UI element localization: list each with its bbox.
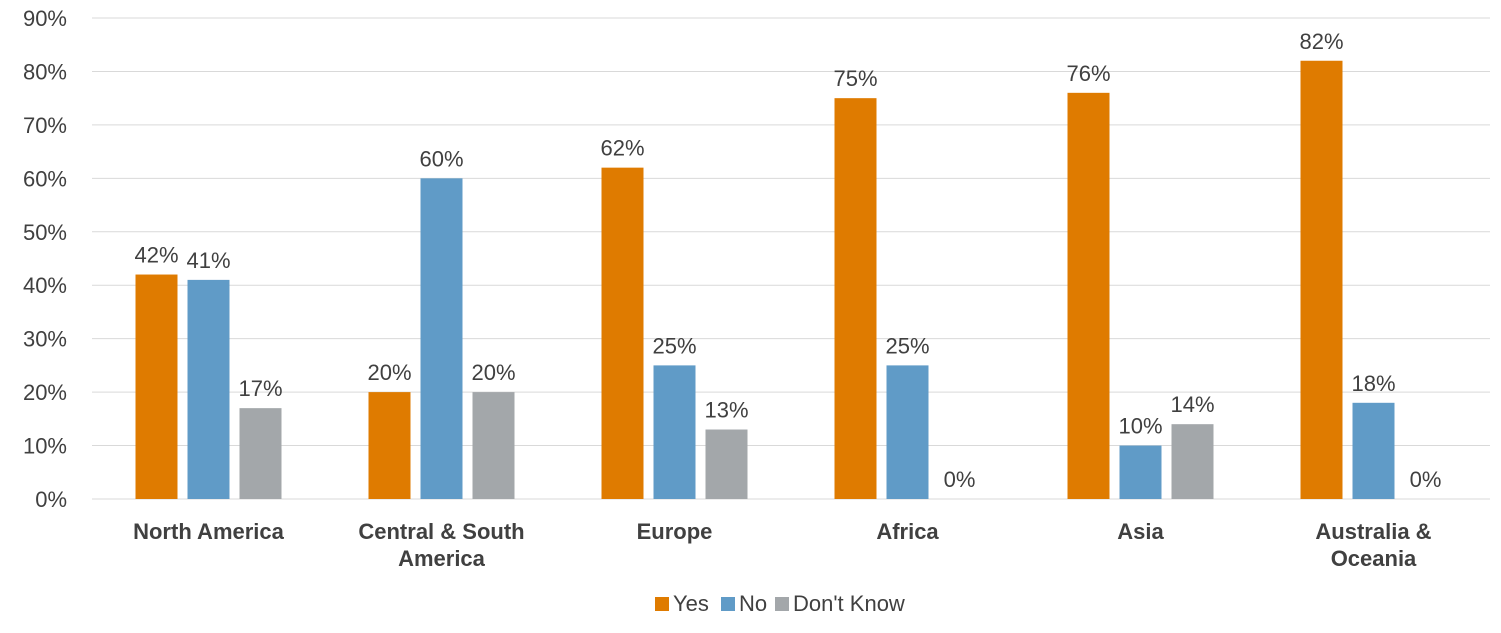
bar-no-north-america [187, 279, 230, 499]
y-tick-label: 80% [23, 59, 67, 84]
x-category-label: Central & South America [358, 519, 524, 571]
data-label-yes-central-south-america: 20% [367, 360, 411, 385]
legend-label: Don't Know [793, 591, 905, 616]
bar-yes-asia [1067, 92, 1110, 500]
x-category-label: North America [133, 519, 285, 544]
data-label-don-t-know-europe: 13% [704, 398, 748, 423]
y-tick-label: 90% [23, 6, 67, 31]
data-label-no-north-america: 41% [186, 248, 230, 273]
x-axis: North America Central & South America Europ… [133, 519, 1432, 571]
y-tick-label: 0% [35, 487, 67, 512]
gridlines [92, 17, 1490, 500]
bar-don-t-know-north-america [239, 408, 282, 499]
bar-yes-europe [601, 167, 644, 499]
y-tick-label: 60% [23, 166, 67, 191]
data-label-yes-europe: 62% [600, 136, 644, 161]
y-axis: 0% 10% 20% 30% 40% 50% 60% 70% 80% 90% [23, 6, 67, 512]
bar-no-australia-oceania [1352, 402, 1395, 499]
legend-item-don-t-know: Don't Know [775, 591, 905, 616]
bar-don-t-know-asia [1171, 424, 1214, 499]
bar-no-central-south-america [420, 178, 463, 500]
legend-item-no: No [721, 591, 767, 616]
data-label-don-t-know-asia: 14% [1170, 392, 1214, 417]
legend-label: Yes [673, 591, 709, 616]
bar-no-europe [653, 365, 696, 499]
data-label-no-africa: 25% [885, 333, 929, 358]
y-tick-label: 50% [23, 220, 67, 245]
data-label-don-t-know-north-america: 17% [238, 376, 282, 401]
y-tick-label: 40% [23, 273, 67, 298]
data-label-yes-asia: 76% [1066, 61, 1110, 86]
bars [135, 60, 1395, 500]
bar-no-asia [1119, 445, 1162, 499]
y-tick-label: 30% [23, 327, 67, 352]
data-label-no-central-south-america: 60% [419, 146, 463, 171]
y-tick-label: 20% [23, 380, 67, 405]
y-tick-label: 10% [23, 434, 67, 459]
data-label-yes-africa: 75% [833, 66, 877, 91]
bar-no-africa [886, 365, 929, 499]
x-category-label: Europe [637, 519, 713, 544]
bar-yes-australia-oceania [1300, 60, 1343, 499]
data-label-don-t-know-africa: 0% [944, 467, 976, 492]
legend-swatch [721, 597, 735, 611]
legend-item-yes: Yes [655, 591, 709, 616]
data-label-no-asia: 10% [1118, 414, 1162, 439]
data-label-yes-north-america: 42% [134, 243, 178, 268]
data-label-no-australia-oceania: 18% [1351, 371, 1395, 396]
bar-yes-central-south-america [368, 392, 411, 499]
data-label-no-europe: 25% [652, 333, 696, 358]
bar-yes-africa [834, 98, 877, 500]
x-category-label: Australia & Oceania [1315, 519, 1431, 571]
data-label-don-t-know-australia-oceania: 0% [1410, 467, 1442, 492]
data-label-yes-australia-oceania: 82% [1299, 29, 1343, 54]
data-label-don-t-know-central-south-america: 20% [471, 360, 515, 385]
data-labels: 42% 41% 17% 20% 60% 20% 62% 25% 13% 75% 25% 0% 76% 10… [134, 29, 1441, 492]
legend-label: No [739, 591, 767, 616]
legend: Yes No Don't Know [655, 591, 905, 616]
x-category-label: Africa [876, 519, 939, 544]
y-tick-label: 70% [23, 113, 67, 138]
bar-don-t-know-europe [705, 429, 748, 499]
x-category-label: Asia [1117, 519, 1164, 544]
bar-yes-north-america [135, 274, 178, 499]
legend-swatch [775, 597, 789, 611]
bar-don-t-know-central-south-america [472, 392, 515, 499]
legend-swatch [655, 597, 669, 611]
